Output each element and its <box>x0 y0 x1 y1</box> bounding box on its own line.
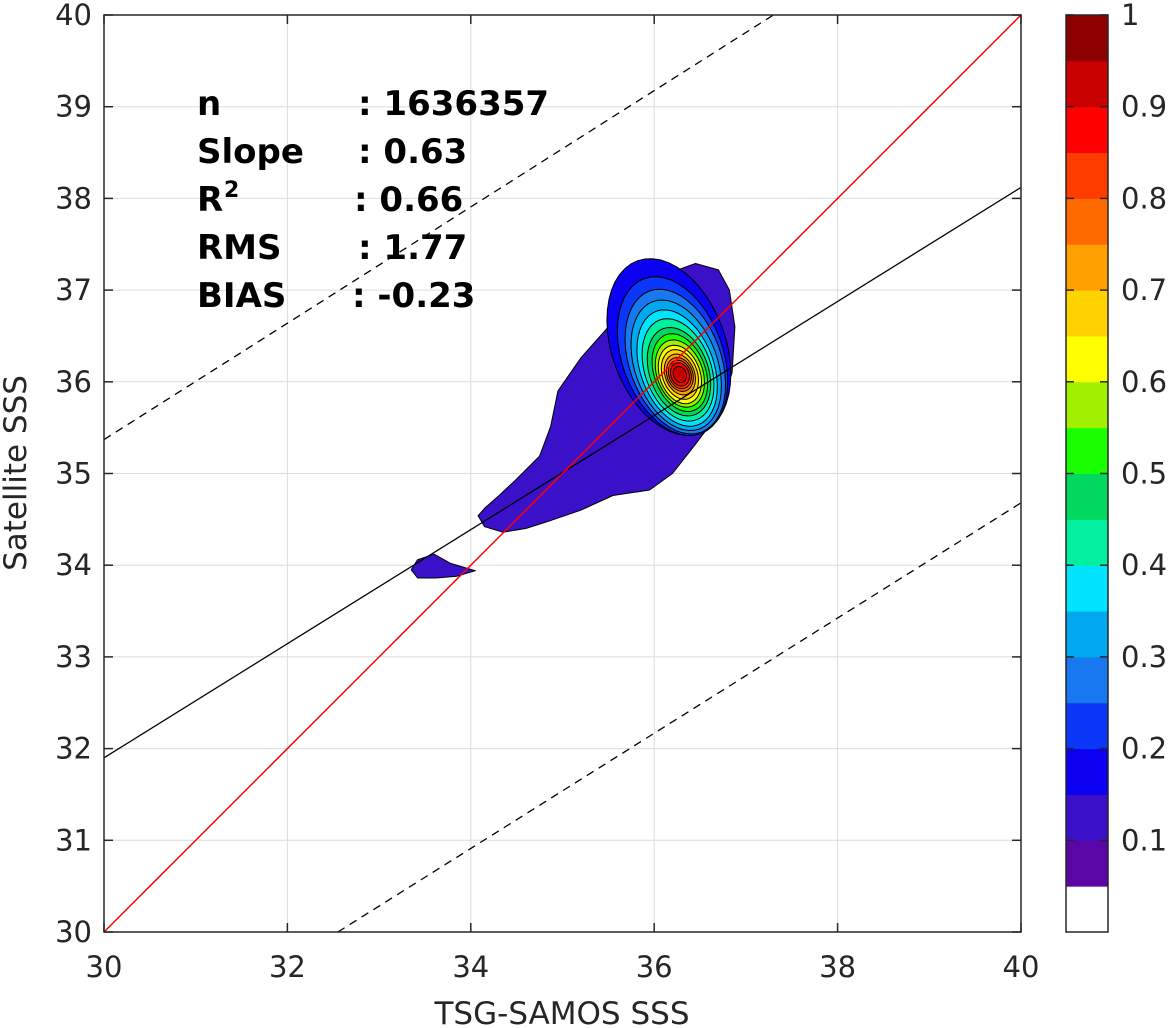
colorbar-swatch <box>1066 611 1108 658</box>
colorbar-tick-label: 0.8 <box>1121 181 1167 215</box>
colorbar-tick-label: 0.5 <box>1121 457 1167 491</box>
x-tick-label: 36 <box>636 950 673 984</box>
colorbar-swatch <box>1066 702 1108 750</box>
colorbar-swatch <box>1066 519 1108 566</box>
colorbar-swatch <box>1066 290 1108 337</box>
y-tick-label: 32 <box>55 732 92 766</box>
stat-value: : 0.63 <box>358 132 467 172</box>
grid-lines <box>103 14 1022 933</box>
stat-label: R <box>197 180 223 220</box>
stat-value: : 1.77 <box>358 228 467 268</box>
y-tick-label: 39 <box>55 90 92 124</box>
y-tick-label: 30 <box>55 915 92 949</box>
reference-lines <box>104 15 1021 932</box>
colorbar-swatch <box>1066 381 1108 429</box>
y-tick-label: 38 <box>55 181 92 215</box>
colorbar-tick-label: 0.9 <box>1121 90 1167 124</box>
colorbar-tick-label: 0.7 <box>1121 273 1167 307</box>
stat-label: Slope <box>197 132 304 172</box>
stat-label-superscript: 2 <box>224 178 239 203</box>
x-tick-label: 32 <box>269 950 306 984</box>
colorbar-swatch <box>1066 427 1108 474</box>
y-tick-label: 40 <box>55 0 92 32</box>
colorbar-swatch <box>1066 244 1108 291</box>
contour-level <box>672 365 687 383</box>
stat-value: : 1636357 <box>358 84 549 124</box>
colorbar-swatch <box>1066 473 1108 520</box>
colorbar-swatch <box>1066 565 1108 612</box>
colorbar-tick-label: 0.6 <box>1121 365 1167 399</box>
y-tick-label: 33 <box>55 640 92 674</box>
colorbar-swatch <box>1066 840 1108 887</box>
lower-bound-dashed-line <box>337 502 1021 932</box>
x-tick-label: 34 <box>452 950 489 984</box>
x-axis-label: TSG-SAMOS SSS <box>434 996 690 1028</box>
y-tick-label: 37 <box>55 273 92 307</box>
stat-label: RMS <box>197 228 282 268</box>
colorbar-swatch <box>1066 748 1108 795</box>
stat-label: BIAS <box>197 276 286 316</box>
upper-bound-dashed-line <box>104 15 774 441</box>
colorbar-tick-label: 0.4 <box>1121 548 1167 582</box>
colorbar-swatch <box>1066 886 1108 933</box>
one-to-one-line <box>104 15 1021 932</box>
y-tick-label: 36 <box>55 365 92 399</box>
colorbar-tick-label: 0.2 <box>1121 732 1167 766</box>
colorbar-swatch <box>1066 656 1108 704</box>
y-tick-label: 34 <box>55 548 92 582</box>
colorbar-swatch <box>1066 794 1108 841</box>
y-tick-label: 31 <box>55 823 92 857</box>
y-tick-label: 35 <box>55 457 92 491</box>
colorbar-swatch <box>1066 198 1108 245</box>
colorbar-tick-label: 0.1 <box>1121 823 1167 857</box>
x-tick-label: 38 <box>819 950 856 984</box>
colorbar: 0.1 0.2 0.3 0.4 0.5 0.6 0.7 0.8 0.9 1 <box>1065 0 1167 933</box>
colorbar-tick-label: 0.3 <box>1121 640 1167 674</box>
stat-value: : -0.23 <box>352 276 475 316</box>
axis-ticks: 30 32 34 36 38 40 30 31 32 33 34 35 36 37 38 39 40 <box>55 0 1039 984</box>
y-axis-label: Satellite SSS <box>0 375 34 571</box>
stat-label: n <box>197 84 221 124</box>
colorbar-swatch <box>1066 152 1108 199</box>
stats-annotation: n : 1636357 Slope : 0.63 R 2 : 0.66 RMS : 1.77 BI… <box>197 84 549 316</box>
colorbar-swatch <box>1066 60 1108 108</box>
x-tick-label: 30 <box>86 950 123 984</box>
colorbar-swatch <box>1066 15 1108 62</box>
colorbar-swatch <box>1066 106 1108 154</box>
colorbar-swatch <box>1066 335 1108 383</box>
x-tick-label: 40 <box>1003 950 1040 984</box>
colorbar-tick-label: 1 <box>1121 0 1139 32</box>
stat-value: : 0.66 <box>354 180 463 220</box>
